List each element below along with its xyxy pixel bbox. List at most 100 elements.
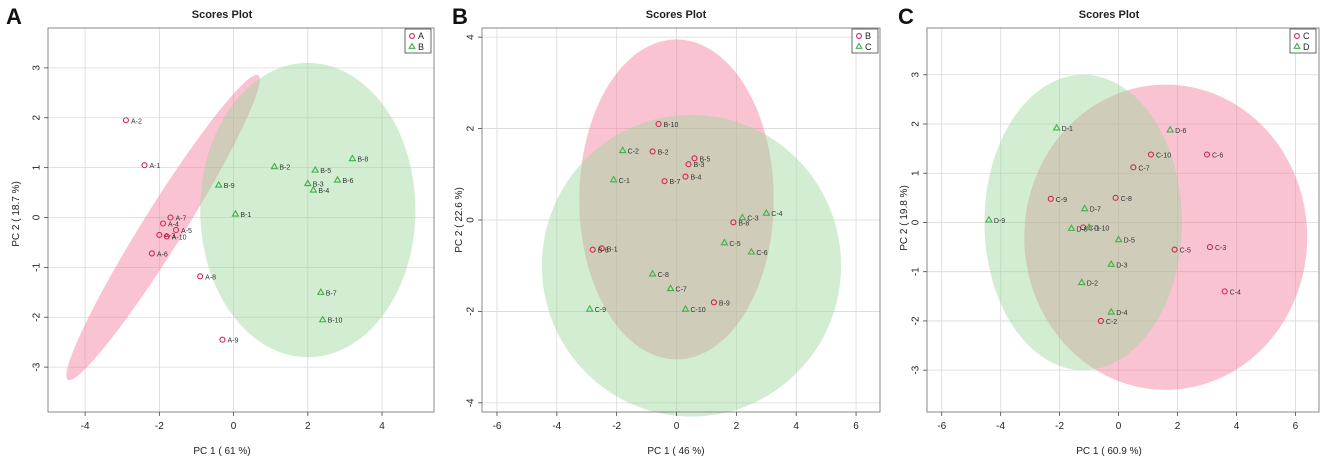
point-label: C-8 <box>658 272 669 279</box>
x-tick-label: 2 <box>734 421 740 432</box>
point-label: B-9 <box>224 183 235 190</box>
x-axis-label: PC 1 ( 60.9 %) <box>1076 446 1142 457</box>
confidence-ellipse-c <box>1024 84 1308 390</box>
point-label: D-5 <box>1124 238 1135 245</box>
scatter-point-triangle <box>762 208 771 216</box>
plot-area: -6 -4 -2 0 2 4 6 -4 -2 0 2 4 B-1 B-2 B-3 B-4 B-5 B-6 B-7 B-… <box>466 27 881 432</box>
legend-circle-marker <box>409 33 415 39</box>
scatter-point-circle <box>1206 244 1213 251</box>
point-label: C-2 <box>1106 319 1117 326</box>
x-tick-label: 4 <box>793 421 799 432</box>
scatter-point-triangle <box>303 179 312 187</box>
scatter-point-circle <box>655 120 662 128</box>
point-label: B-2 <box>658 149 669 156</box>
panel-label: B <box>452 4 468 29</box>
legend-triangle-marker <box>855 42 863 49</box>
point-label: D-7 <box>1090 207 1101 214</box>
legend-triangle-marker <box>1293 42 1301 49</box>
x-tick-label: 2 <box>305 421 311 432</box>
legend-box <box>851 28 879 54</box>
scatter-point-circle <box>1130 164 1137 171</box>
point-label: C-8 <box>1121 196 1132 203</box>
plot-area: -4 -2 0 2 4 -3 -2 -1 0 1 2 3 A-1 A-2 A-3 A-4A-5 A-6 A-7 A-… <box>32 27 435 432</box>
y-tick-label: 2 <box>32 115 43 121</box>
point-label: B-5 <box>699 156 710 163</box>
x-axis-label: PC 1 ( 61 %) <box>193 446 250 457</box>
confidence-ellipse-c <box>541 114 842 417</box>
point-label: D-3 <box>1116 262 1127 269</box>
scatter-point-triangle <box>231 209 240 217</box>
scatter-point-triangle <box>618 146 627 154</box>
point-label: A-1 <box>150 163 161 170</box>
point-label: B-10 <box>664 122 679 129</box>
y-tick-label: -1 <box>32 262 43 271</box>
y-tick-label: 4 <box>466 34 477 40</box>
y-axis-label: PC 2 ( 19.8 %) <box>899 185 910 251</box>
plot-area: -6 -4 -2 0 2 4 6 -3 -2 -1 0 1 2 3 C-1 C-2 C-3 C-4 C-5 C-6 C-… <box>911 27 1320 432</box>
scatter-point-circle <box>685 161 692 168</box>
scatter-point-triangle <box>348 154 357 162</box>
legend-label-b: B <box>418 42 424 52</box>
scatter-point-triangle <box>1067 224 1076 231</box>
y-tick-label: 0 <box>911 219 922 225</box>
x-tick-label: -2 <box>612 421 621 432</box>
x-tick-label: 6 <box>1293 421 1299 432</box>
scatter-point-circle <box>1221 288 1228 295</box>
confidence-ellipse-d <box>984 74 1182 371</box>
point-label: C-3 <box>747 216 758 223</box>
point-label: B-10 <box>328 318 343 325</box>
point-label: A-4 <box>168 221 179 228</box>
scatter-point-circle <box>682 173 689 180</box>
scatter-point-circle <box>1203 151 1211 158</box>
point-label: C-7 <box>1138 165 1149 172</box>
x-tick-label: 0 <box>674 421 680 432</box>
point-label: B-6 <box>343 178 354 185</box>
point-label: C-4 <box>1230 289 1241 296</box>
scatter-point-triangle <box>1085 223 1094 230</box>
plot-title: Scores Plot <box>646 9 707 21</box>
point-label: C-4 <box>771 211 782 218</box>
point-label: B-6 <box>598 248 609 255</box>
legend: A B <box>404 28 432 54</box>
y-tick-label: 1 <box>32 164 43 170</box>
point-label: B-4 <box>690 175 701 182</box>
plot-frame <box>47 27 435 413</box>
scatter-point-circle <box>156 231 163 239</box>
y-tick-label: -2 <box>32 312 43 321</box>
scatter-point-circle <box>1047 195 1054 202</box>
point-label: B-4 <box>318 188 329 195</box>
scatter-point-circle <box>730 219 737 226</box>
legend-label-b: B <box>865 31 871 41</box>
x-tick-label: 0 <box>1116 421 1122 432</box>
scatter-point-circle <box>649 148 656 155</box>
scatter-point-circle <box>710 299 717 306</box>
scatter-point-triangle <box>720 238 729 246</box>
confidence-ellipse-b <box>579 39 774 360</box>
y-tick-label: 1 <box>911 170 922 176</box>
y-tick-label: -2 <box>466 307 477 316</box>
scatter-point-circle <box>1112 194 1119 201</box>
legend-box <box>404 28 432 54</box>
scatter-point-circle <box>1147 151 1155 158</box>
point-label: C-5 <box>729 241 740 248</box>
scatter-point-triangle <box>984 215 993 223</box>
x-tick-label: -2 <box>1055 421 1064 432</box>
legend: B C <box>851 28 879 54</box>
scatter-point-triangle <box>316 288 325 295</box>
x-tick-label: 4 <box>379 421 385 432</box>
scatter-point-triangle <box>1166 125 1175 133</box>
point-label: B-8 <box>357 157 368 164</box>
point-label: C-6 <box>1212 153 1223 160</box>
scatter-point-circle <box>219 336 226 343</box>
point-label: D-9 <box>994 218 1005 225</box>
point-label: B-5 <box>320 168 331 175</box>
point-label: A-3 <box>164 233 175 240</box>
point-label: D-2 <box>1087 281 1098 288</box>
scatter-point-triangle <box>648 269 657 277</box>
point-label: C-2 <box>628 149 639 156</box>
point-label: D-4 <box>1116 310 1127 317</box>
point-label: C-9 <box>1056 197 1067 204</box>
point-label: B-7 <box>326 290 337 297</box>
scatter-point-triangle <box>747 247 756 255</box>
